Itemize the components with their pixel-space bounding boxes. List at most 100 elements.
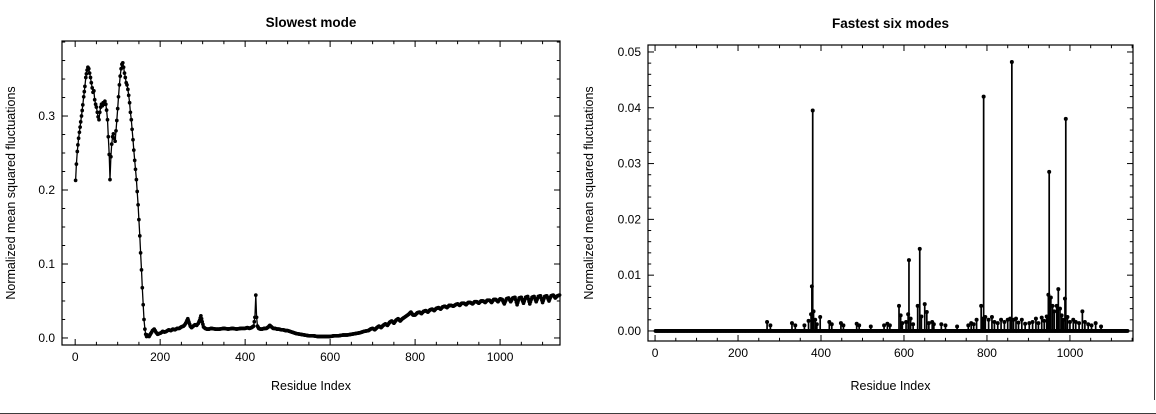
tick-labels: 0 200 400 600 800 1000 0.0 0.1 0.2 0.3 <box>38 109 513 364</box>
spike-marker <box>1002 320 1007 325</box>
spike-marker <box>931 322 936 327</box>
spike-marker <box>897 303 902 308</box>
spike-marker <box>908 316 913 321</box>
spike-marker <box>857 323 862 328</box>
spike-marker <box>922 302 927 307</box>
y-axis-label: Normalized mean squared fluctuations <box>4 86 18 299</box>
y-tick-label: 0.2 <box>38 183 55 197</box>
spike-marker <box>1073 320 1078 325</box>
spike-marker <box>979 303 984 308</box>
spike-marker <box>810 108 815 113</box>
spike-marker <box>1016 320 1021 325</box>
spike-marker <box>813 317 818 322</box>
spike-marker <box>1065 315 1070 320</box>
plot-frame <box>647 44 1134 342</box>
spike-marker <box>971 322 976 327</box>
x-axis-ticks <box>74 41 544 345</box>
spike-marker <box>999 317 1004 322</box>
spike-marker <box>814 322 819 327</box>
spike-marker <box>1023 321 1028 326</box>
x-tick-label: 400 <box>235 350 255 364</box>
spike-marker <box>887 323 892 328</box>
spike-marker <box>898 313 903 318</box>
spike-marker <box>992 320 997 325</box>
spike-marker <box>915 303 920 308</box>
spike-marker <box>919 314 924 319</box>
x-axis-label: Residue Index <box>851 379 932 393</box>
spike-marker <box>911 322 916 327</box>
spike-marker <box>1067 320 1072 325</box>
spike-marker <box>1036 321 1041 326</box>
spike-marker <box>995 321 1000 326</box>
spike-marker <box>765 320 770 325</box>
spike-marker <box>806 318 811 323</box>
spike-marker <box>1048 295 1053 300</box>
spike-marker <box>1099 324 1104 329</box>
y-tick-label: 0.04 <box>618 101 642 115</box>
spike-marker <box>1086 322 1091 327</box>
spike-marker <box>981 94 986 99</box>
x-tick-label: 0 <box>652 346 659 360</box>
x-tick-label: 0 <box>72 350 79 364</box>
x-tick-label: 800 <box>977 346 997 360</box>
x-tick-label: 800 <box>405 350 425 364</box>
spike-marker <box>818 315 823 320</box>
data-series <box>73 60 562 339</box>
spike-marker <box>793 323 798 328</box>
spike-marker <box>789 321 794 326</box>
y-tick-label: 0.1 <box>38 257 55 271</box>
spike-marker <box>1027 321 1032 326</box>
data-series <box>653 60 1130 333</box>
spike-marker <box>1059 313 1064 318</box>
spike-marker <box>811 309 816 314</box>
y-tick-label: 0.0 <box>38 331 55 345</box>
spike-marker <box>926 321 931 326</box>
spike-marker <box>989 315 994 320</box>
x-tick-label: 1000 <box>487 350 514 364</box>
window-right-border <box>1154 0 1155 400</box>
spike-marker <box>1080 309 1085 314</box>
spike-marker <box>974 317 979 322</box>
y-tick-label: 0.02 <box>618 212 642 226</box>
spike-marker <box>841 323 846 328</box>
spike-marker <box>1019 317 1024 322</box>
y-axis-label: Normalized mean squared fluctuations <box>582 86 596 299</box>
spike-marker <box>1014 316 1019 321</box>
plot-frame <box>61 40 561 346</box>
spike-marker <box>924 309 929 314</box>
spike-marker <box>906 258 911 263</box>
y-axis-ticks <box>62 41 560 339</box>
spike-marker <box>1056 287 1061 292</box>
spike-marker <box>955 324 960 329</box>
spike-marker <box>1047 169 1052 174</box>
spike-marker <box>1050 303 1055 308</box>
spike-marker <box>1063 116 1068 121</box>
y-tick-label: 0.05 <box>618 45 642 59</box>
spike-marker <box>1052 309 1057 314</box>
x-tick-label: 200 <box>150 350 170 364</box>
spike-marker <box>882 323 887 328</box>
spike-marker <box>1030 320 1035 325</box>
chart-title: Slowest mode <box>266 15 357 30</box>
x-tick-label: 200 <box>728 346 748 360</box>
spike-marker <box>1089 323 1094 328</box>
spike-marker <box>1057 306 1062 311</box>
tick-labels: 0 200 400 600 800 1000 0.00 0.01 0.02 0.03 0.04 0.0… <box>618 45 1084 360</box>
y-tick-label: 0.3 <box>38 109 55 123</box>
spike-marker <box>986 317 991 322</box>
spike-marker <box>1009 60 1014 65</box>
y-tick-label: 0.01 <box>618 268 642 282</box>
spike-marker <box>1033 316 1038 321</box>
x-axis-label: Residue Index <box>271 379 352 393</box>
spike-marker <box>943 323 948 328</box>
spike-marker <box>966 323 971 328</box>
y-tick-label: 0.03 <box>618 157 642 171</box>
x-tick-label: 600 <box>894 346 914 360</box>
y-axis-ticks <box>648 51 1133 332</box>
spike-marker <box>904 320 909 325</box>
spike-marker <box>1082 320 1087 325</box>
fastest-six-modes-chart: 0 200 400 600 800 1000 0.00 0.01 0.02 0.03 0.04 0.0… <box>582 16 1134 393</box>
spike-marker <box>768 323 773 328</box>
x-tick-label: 400 <box>811 346 831 360</box>
slowest-mode-chart: 0 200 400 600 800 1000 0.0 0.1 0.2 0.3 Slowest mod… <box>4 15 562 393</box>
